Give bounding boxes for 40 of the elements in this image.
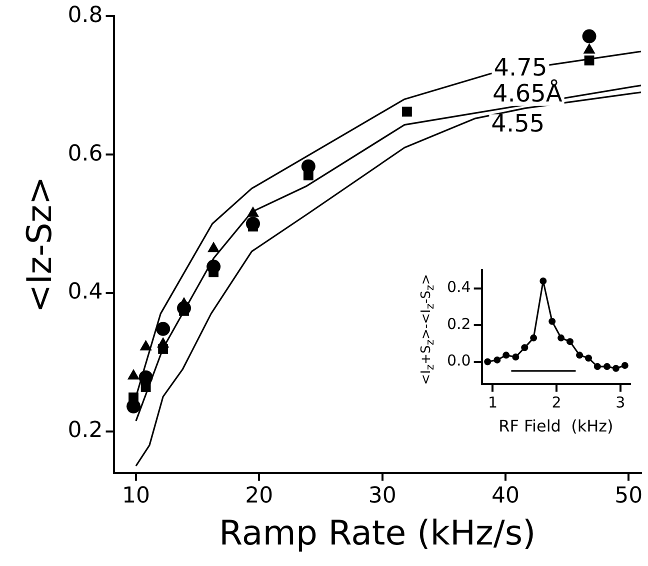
y-tick-label: 0.4 [446, 278, 471, 296]
point [484, 358, 492, 366]
y-tick-label: 0.2 [68, 418, 103, 444]
point [126, 399, 140, 414]
point [301, 159, 316, 174]
point [584, 354, 592, 362]
point [582, 29, 596, 44]
point [402, 106, 412, 117]
point [604, 363, 611, 370]
x-tick-label: 2 [552, 394, 562, 412]
x-tick-label: 30 [368, 484, 396, 509]
point [156, 322, 170, 336]
y-tick-label: 0.0 [446, 352, 471, 370]
y-tick-label: 0.8 [68, 2, 103, 28]
y-axis-title: <Iz-Sz> [20, 176, 60, 313]
point [512, 354, 520, 360]
annotation: 4.55 [491, 109, 545, 138]
point [621, 362, 628, 369]
x-tick-label: 50 [614, 484, 643, 509]
point [558, 334, 565, 342]
point [576, 352, 584, 359]
point [540, 278, 547, 285]
point [612, 364, 620, 372]
point [502, 352, 510, 359]
x-axis-title: Ramp Rate (kHz/s) [218, 513, 536, 554]
y-tick-label: 0.4 [68, 280, 103, 305]
point [530, 334, 538, 342]
point [594, 363, 601, 370]
x-tick-label: 20 [245, 484, 274, 509]
y-tick-label: 0.6 [68, 141, 103, 166]
x-tick-label: 10 [122, 484, 150, 509]
point [566, 338, 574, 346]
y-tick-label: 0.2 [446, 314, 471, 333]
point [521, 344, 528, 352]
point [548, 318, 556, 325]
x-tick-label: 40 [492, 484, 520, 509]
x-axis-title: RF Field (kHz) [498, 416, 614, 436]
x-tick-label: 3 [616, 394, 626, 412]
point [494, 356, 501, 364]
x-tick-label: 1 [488, 394, 498, 412]
